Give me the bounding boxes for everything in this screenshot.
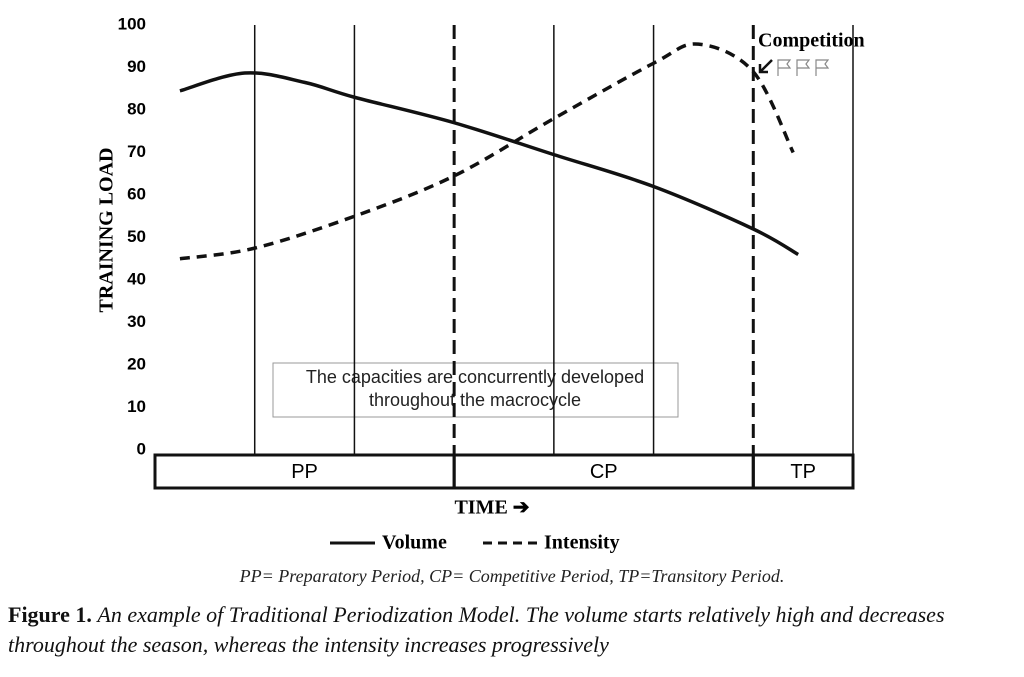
legend-label: Volume — [382, 532, 447, 554]
y-tick-label: 0 — [137, 439, 146, 458]
y-tick-label: 100 — [118, 14, 146, 33]
period-label: CP — [590, 461, 618, 483]
period-box — [751, 453, 855, 490]
y-tick-label: 10 — [127, 397, 146, 416]
legend-label: Intensity — [544, 532, 620, 554]
period-label: PP — [291, 461, 318, 483]
annotation-line: The capacities are concurrently develope… — [306, 367, 644, 387]
caption-label: Figure 1. — [8, 602, 92, 627]
figure-caption: Figure 1. An example of Traditional Peri… — [8, 600, 1018, 660]
y-axis-label: TRAINING LOAD — [96, 147, 118, 312]
y-tick-label: 40 — [127, 269, 146, 288]
series-line — [179, 42, 795, 261]
y-tick-label: 90 — [127, 57, 146, 76]
y-tick-label: 20 — [127, 354, 146, 373]
annotation-line: throughout the macrocycle — [369, 390, 581, 410]
series-line — [179, 71, 800, 257]
y-tick-label: 60 — [127, 184, 146, 203]
period-label: TP — [790, 461, 816, 483]
y-tick-label: 80 — [127, 99, 146, 118]
caption-text: An example of Traditional Periodization … — [8, 602, 945, 657]
y-tick-label: 50 — [127, 227, 146, 246]
y-tick-label: 30 — [127, 312, 146, 331]
competition-arrow — [758, 59, 773, 74]
competition-label: Competition — [758, 30, 865, 52]
chart: TRAINING LOAD TIME ➔ The capacities are … — [96, 14, 865, 586]
period-note: PP= Preparatory Period, CP= Competitive … — [239, 566, 785, 586]
x-axis-label: TIME ➔ — [454, 497, 529, 519]
flags — [777, 59, 830, 76]
y-tick-label: 70 — [127, 142, 146, 161]
annotation-box — [272, 362, 679, 418]
